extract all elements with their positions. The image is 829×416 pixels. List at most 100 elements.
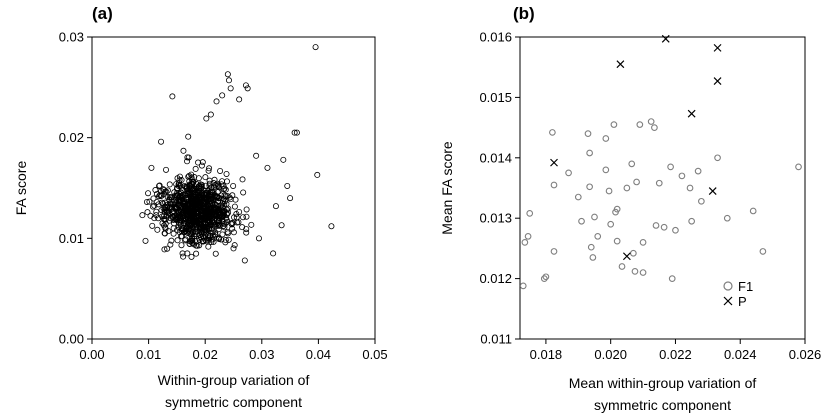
data-point xyxy=(206,165,213,172)
data-point xyxy=(230,182,237,189)
f1-point xyxy=(594,232,602,240)
data-point xyxy=(180,215,187,222)
f1-point xyxy=(550,181,558,189)
f1-point xyxy=(686,184,694,192)
panel-b-points xyxy=(519,34,802,290)
data-point xyxy=(146,198,153,205)
data-point xyxy=(222,192,229,199)
data-point xyxy=(145,190,152,197)
data-point xyxy=(166,181,173,188)
data-point xyxy=(198,162,205,169)
y-tick-label: 0.013 xyxy=(479,211,512,226)
y-tick-label: 0.014 xyxy=(479,150,512,165)
data-point xyxy=(190,196,197,203)
data-point xyxy=(195,189,202,196)
data-point xyxy=(224,71,231,78)
data-point xyxy=(234,219,241,226)
data-point xyxy=(231,214,238,221)
data-point xyxy=(187,226,194,233)
data-point xyxy=(227,196,234,203)
data-point xyxy=(163,166,170,173)
f1-point xyxy=(639,239,647,246)
f1-point xyxy=(586,183,593,191)
f1-point xyxy=(639,269,647,276)
data-point xyxy=(215,235,222,242)
panel-b-legend: F1 P xyxy=(723,279,753,309)
data-point xyxy=(195,183,202,190)
data-point xyxy=(149,203,156,210)
data-point xyxy=(209,232,216,239)
data-point xyxy=(241,257,248,264)
data-point xyxy=(180,253,187,260)
data-point xyxy=(179,233,186,240)
data-point xyxy=(175,183,182,190)
data-point xyxy=(174,175,181,182)
data-point xyxy=(196,228,203,235)
p-point xyxy=(550,158,558,167)
data-point xyxy=(198,184,205,191)
f1-point xyxy=(723,214,731,222)
f1-point xyxy=(613,205,621,213)
data-point xyxy=(163,188,170,195)
x-tick-label: 0.026 xyxy=(789,347,822,362)
data-point xyxy=(231,242,238,249)
data-point xyxy=(255,235,262,242)
data-point xyxy=(194,218,201,225)
data-point xyxy=(207,191,214,198)
data-point xyxy=(185,209,192,216)
data-point xyxy=(207,111,214,118)
data-point xyxy=(186,186,193,193)
data-point xyxy=(206,198,213,205)
data-point xyxy=(152,187,159,194)
f1-point xyxy=(636,121,644,128)
data-point xyxy=(214,180,221,187)
data-point xyxy=(204,198,211,205)
data-point xyxy=(208,238,215,245)
data-point xyxy=(206,219,213,226)
legend-f1-marker xyxy=(723,281,733,291)
data-point xyxy=(210,229,217,236)
f1-point xyxy=(714,154,721,162)
f1-point xyxy=(749,207,757,215)
data-point xyxy=(221,185,228,192)
data-point xyxy=(174,237,181,244)
data-point xyxy=(230,245,237,252)
data-point xyxy=(211,176,218,183)
data-point xyxy=(190,187,197,194)
f1-point xyxy=(628,160,636,168)
y-tick-label: 0.016 xyxy=(479,30,512,45)
panel-b-x-axis-title-line1: Mean within-group variation of xyxy=(569,375,757,391)
data-point xyxy=(154,226,161,233)
data-point xyxy=(217,167,224,174)
data-point xyxy=(203,115,210,122)
x-tick-label: 0.01 xyxy=(136,347,161,362)
data-point xyxy=(287,195,294,202)
data-point xyxy=(173,192,180,199)
p-point xyxy=(708,187,717,195)
data-point xyxy=(193,195,200,202)
f1-point xyxy=(651,124,658,131)
data-point xyxy=(204,212,211,219)
data-point xyxy=(224,218,231,225)
data-point xyxy=(195,175,202,182)
panel-a-points xyxy=(139,44,335,264)
data-point xyxy=(243,229,250,236)
data-point xyxy=(240,214,247,221)
data-point xyxy=(293,129,300,136)
panel-a-x-axis: 0.00 0.01 0.02 0.03 0.04 0.05 xyxy=(79,339,388,362)
f1-point xyxy=(602,135,610,142)
y-tick-label: 0.01 xyxy=(59,231,84,246)
data-point xyxy=(144,209,151,216)
data-point xyxy=(188,210,195,217)
data-point xyxy=(192,165,199,172)
data-point xyxy=(161,230,168,237)
data-point xyxy=(224,228,231,235)
panel-a-plot-frame xyxy=(91,36,376,340)
data-point xyxy=(225,236,232,243)
data-point xyxy=(151,215,158,222)
data-point xyxy=(162,204,169,211)
p-point xyxy=(713,77,722,86)
data-point xyxy=(196,231,203,238)
f1-point xyxy=(574,193,582,201)
data-point xyxy=(190,178,197,185)
